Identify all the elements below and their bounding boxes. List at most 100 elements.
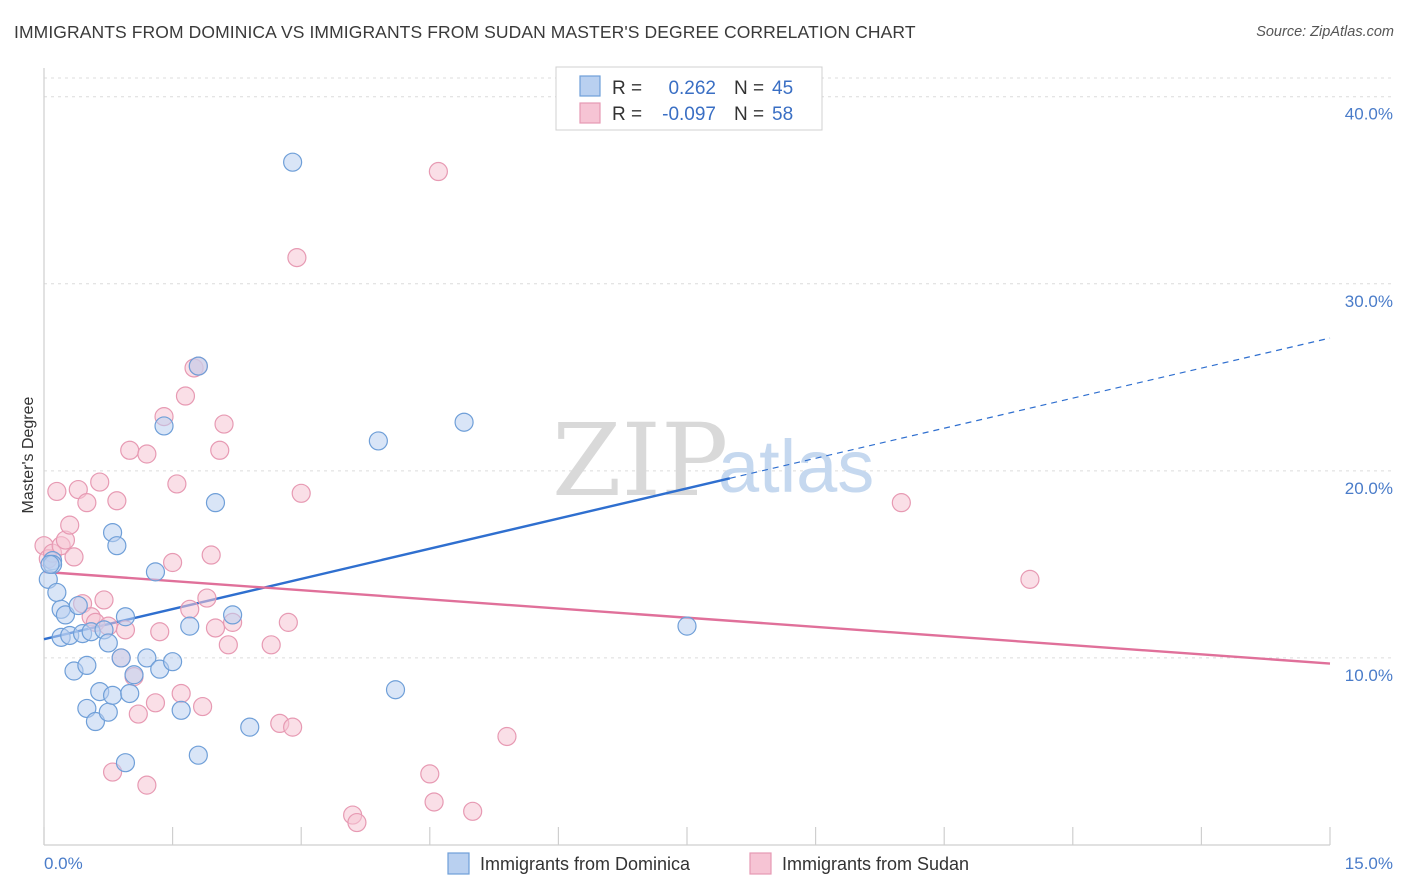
point-dominica (47, 582, 67, 603)
legend-n-value-2: 58 (772, 104, 793, 125)
point-sudan (197, 588, 217, 608)
point-dominica (98, 702, 118, 722)
y-tick-labels: 10.0% 20.0% 30.0% 40.0% (1345, 105, 1393, 685)
point-sudan (167, 474, 187, 494)
legend-r-label-2: R = (612, 104, 642, 125)
point-sudan (175, 386, 196, 406)
point-dominica (137, 648, 157, 668)
watermark-zip: ZIP (552, 402, 728, 519)
point-sudan (424, 792, 444, 812)
point-dominica (77, 655, 97, 676)
point-dominica (124, 665, 144, 685)
watermark: ZIP atlas (552, 402, 874, 519)
point-sudan (210, 440, 230, 460)
point-sudan (1020, 569, 1040, 589)
point-sudan (163, 552, 183, 573)
point-sudan (60, 515, 80, 535)
gridlines (44, 77, 1394, 659)
point-dominica (163, 652, 183, 672)
point-sudan (137, 775, 157, 795)
point-dominica (85, 711, 106, 732)
point-dominica (283, 152, 303, 172)
legend-label-sudan: Immigrants from Sudan (782, 854, 969, 874)
point-dominica (120, 683, 140, 704)
point-sudan (497, 726, 517, 747)
point-dominica (102, 685, 123, 705)
point-sudan (107, 491, 127, 511)
point-dominica (111, 648, 131, 668)
trend-line-dominica-extension (729, 337, 1331, 479)
point-sudan (180, 599, 200, 619)
point-sudan (205, 618, 226, 638)
legend-n-label-2: N = (734, 104, 764, 125)
point-sudan (261, 635, 281, 655)
y-tick-label: 20.0% (1345, 479, 1393, 498)
point-sudan (171, 683, 191, 704)
legend-swatch-sudan-bottom (749, 852, 772, 875)
point-sudan (463, 801, 483, 821)
point-dominica (154, 416, 174, 436)
watermark-atlas: atlas (718, 425, 874, 508)
point-sudan (218, 635, 238, 655)
x-tick-label: 15.0% (1345, 854, 1393, 873)
point-sudan (64, 547, 84, 567)
legend-swatch-sudan (579, 102, 601, 124)
point-dominica (188, 745, 208, 765)
axes (43, 68, 1331, 846)
point-sudan (193, 696, 213, 717)
point-dominica (368, 431, 388, 451)
legend-r-value-1: 0.262 (668, 78, 716, 99)
trend-line-dominica (43, 477, 731, 641)
point-sudan (214, 414, 234, 434)
point-sudan (128, 704, 148, 724)
point-sudan (145, 693, 166, 713)
legend-r-value-2: -0.097 (662, 104, 716, 125)
x-tick-label: 0.0% (44, 854, 83, 873)
y-axis-label: Master's Degree (20, 396, 37, 513)
x-tick-labels: 0.0% 15.0% (44, 854, 1393, 873)
y-tick-label: 30.0% (1345, 292, 1393, 311)
point-sudan (428, 161, 448, 182)
point-sudan (201, 545, 221, 565)
point-sudan (47, 481, 67, 502)
data-points (34, 152, 1040, 833)
point-sudan (150, 622, 170, 642)
point-sudan (102, 762, 123, 782)
correlation-legend: R = 0.262 N = 45 R = -0.097 N = 58 (555, 66, 823, 131)
point-dominica (205, 493, 226, 513)
legend-n-label-1: N = (734, 78, 764, 99)
point-dominica (180, 616, 200, 636)
point-dominica (454, 412, 474, 432)
legend-r-label-1: R = (612, 78, 642, 99)
legend-swatch-dominica (579, 75, 601, 97)
point-sudan (77, 493, 97, 513)
point-sudan (94, 590, 114, 610)
series-legend: Immigrants from Dominica Immigrants from… (447, 852, 969, 875)
point-sudan (90, 472, 110, 492)
point-dominica (55, 605, 76, 625)
legend-label-dominica: Immigrants from Dominica (480, 854, 691, 874)
point-dominica (145, 562, 166, 582)
point-sudan (283, 717, 303, 737)
y-tick-label: 40.0% (1345, 105, 1393, 124)
point-dominica (115, 607, 136, 627)
point-dominica (40, 554, 60, 574)
point-dominica (385, 680, 406, 700)
point-dominica (677, 616, 697, 636)
point-dominica (107, 536, 127, 556)
point-dominica (115, 753, 136, 773)
chart-title: IMMIGRANTS FROM DOMINICA VS IMMIGRANTS F… (14, 22, 916, 42)
point-sudan (420, 764, 440, 784)
point-dominica (188, 356, 208, 376)
point-sudan (291, 483, 311, 503)
point-dominica (68, 595, 88, 616)
legend-swatch-dominica-bottom (447, 852, 470, 875)
point-sudan (287, 247, 307, 268)
point-dominica (98, 633, 118, 653)
y-tick-label: 10.0% (1345, 666, 1393, 685)
point-sudan (347, 812, 367, 833)
point-sudan (137, 444, 157, 464)
point-dominica (223, 605, 243, 625)
point-dominica (171, 700, 191, 720)
